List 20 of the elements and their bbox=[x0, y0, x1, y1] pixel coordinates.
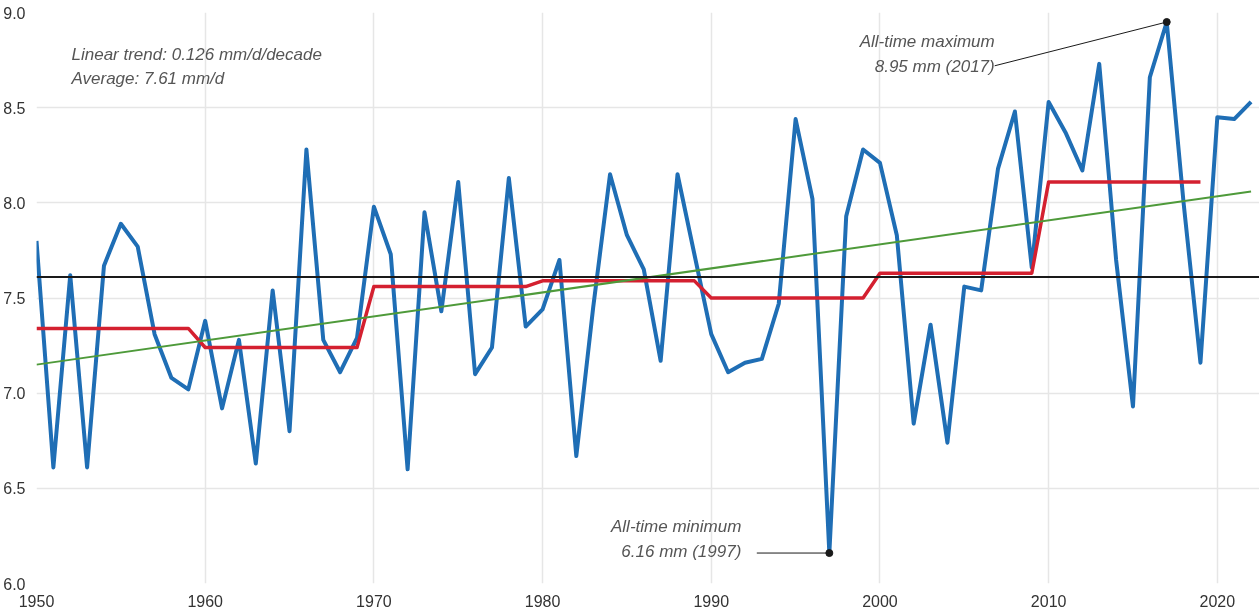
y-tick-label: 7.0 bbox=[3, 385, 26, 403]
x-tick-label: 2020 bbox=[1199, 592, 1236, 609]
x-tick-label: 1980 bbox=[524, 592, 561, 609]
x-tick-label: 2000 bbox=[862, 592, 898, 609]
y-tick-label: 7.5 bbox=[3, 290, 26, 307]
annotation: Linear trend: 0.126 mm/d/decade bbox=[71, 44, 322, 64]
x-tick-label: 1970 bbox=[356, 592, 392, 609]
y-tick-label: 6.5 bbox=[3, 480, 26, 498]
x-tick-label: 1960 bbox=[187, 592, 224, 609]
line-series bbox=[36, 180, 1203, 350]
x-tick-label: 1990 bbox=[693, 592, 730, 609]
annotation: Average: 7.61 mm/d bbox=[70, 68, 225, 88]
x-tick-label: 1950 bbox=[18, 592, 55, 609]
annotation: All-time minimum 6.16 mm (1997) bbox=[610, 517, 742, 562]
annotation: All-time maximum 8.95 mm (2017) bbox=[858, 32, 995, 76]
y-tick-label: 9.0 bbox=[3, 4, 26, 22]
y-tick-label: 8.5 bbox=[3, 99, 26, 117]
y-tick-label: 6.0 bbox=[3, 575, 26, 593]
y-tick-label: 8.0 bbox=[3, 194, 26, 212]
x-tick-label: 2010 bbox=[1030, 592, 1067, 609]
